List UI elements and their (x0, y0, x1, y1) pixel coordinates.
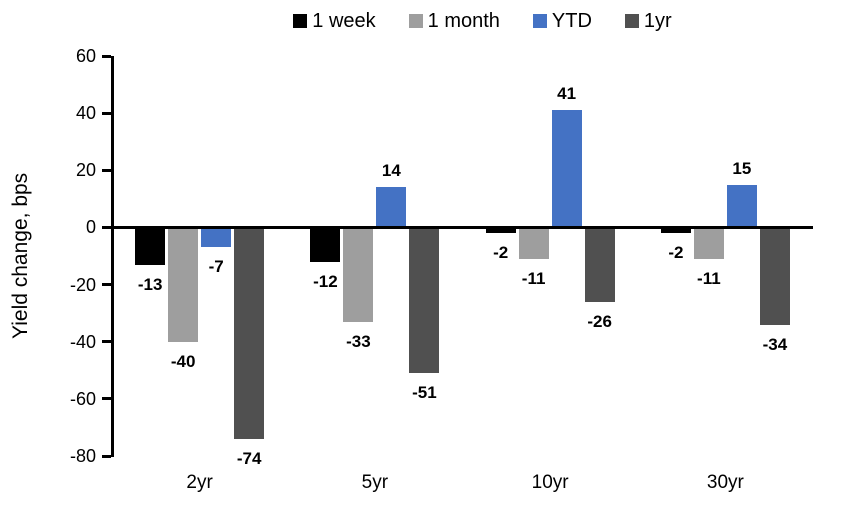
zero-baseline (111, 226, 813, 229)
y-tick-label: -80 (69, 446, 96, 466)
y-tick-label: 40 (75, 103, 96, 124)
legend-label: YTD (551, 9, 592, 32)
value-label-1-month-5yr: -33 (346, 331, 371, 351)
bar-1-week-10yr (485, 227, 516, 234)
bar-ytd-30yr (726, 184, 757, 228)
value-label-1yr-30yr: -34 (762, 334, 788, 354)
bar-1yr-30yr (759, 227, 790, 325)
category-label-2yr: 2yr (186, 472, 213, 493)
legend-label: 1yr (643, 9, 672, 32)
y-tick-mark (102, 454, 111, 458)
y-tick-mark (102, 340, 111, 344)
category-label-10yr: 10yr (531, 472, 569, 493)
category-label-5yr: 5yr (361, 472, 389, 493)
legend-item-1-week: 1 week (293, 9, 376, 33)
bar-1-week-5yr (310, 227, 341, 262)
bar-1-month-30yr (693, 227, 724, 259)
bar-1-month-5yr (343, 227, 374, 322)
legend-swatch-1yr (624, 14, 639, 28)
bar-1yr-2yr (234, 227, 265, 439)
y-tick-label: -40 (69, 331, 96, 352)
value-label-1yr-2yr: -74 (236, 448, 262, 468)
value-label-ytd-2yr: -7 (208, 257, 224, 277)
y-tick-label: 20 (75, 160, 96, 181)
value-label-1yr-5yr: -51 (412, 383, 437, 403)
category-label-30yr: 30yr (706, 472, 744, 493)
y-tick-mark (102, 111, 111, 115)
y-tick-mark (102, 168, 111, 172)
y-tick-mark (102, 225, 111, 229)
bar-1yr-5yr (409, 227, 440, 374)
y-axis-line (111, 56, 114, 457)
bar-ytd-5yr (376, 187, 407, 228)
legend-swatch-1-week (293, 14, 308, 28)
bar-ytd-10yr (551, 110, 582, 228)
y-tick-label: -60 (69, 388, 96, 409)
y-tick-mark (102, 397, 111, 401)
legend-label: 1 month (427, 9, 500, 32)
bar-1-week-2yr (135, 227, 166, 265)
value-label-1-week-5yr: -12 (313, 271, 338, 291)
value-label-1-week-2yr: -13 (137, 274, 163, 294)
legend-swatch-ytd (532, 14, 547, 28)
y-tick-label: 0 (85, 217, 96, 238)
value-label-ytd-10yr: 41 (557, 84, 577, 104)
legend-label: 1 week (312, 9, 376, 32)
bar-ytd-2yr (201, 227, 232, 248)
value-label-1yr-10yr: -26 (587, 311, 612, 331)
y-tick-label: 60 (75, 46, 96, 66)
legend-item-ytd: YTD (532, 9, 592, 33)
bar-1yr-10yr (584, 227, 615, 302)
bar-1-week-30yr (660, 227, 691, 234)
legend-item-1-month: 1 month (408, 9, 500, 33)
y-tick-mark (102, 283, 111, 287)
value-label-ytd-5yr: 14 (381, 161, 401, 181)
value-label-1-month-30yr: -11 (697, 268, 721, 288)
y-tick-mark (102, 54, 111, 58)
value-label-ytd-30yr: 15 (732, 158, 752, 178)
value-label-1-week-10yr: -2 (493, 243, 509, 263)
value-label-1-week-30yr: -2 (668, 243, 684, 263)
bar-1-month-2yr (168, 227, 199, 342)
legend-swatch-1-month (408, 14, 423, 28)
y-tick-label: -20 (69, 274, 96, 295)
legend: 1 week 1 month YTD 1yr (112, 6, 813, 36)
value-label-1-month-2yr: -40 (170, 351, 196, 371)
value-label-1-month-10yr: -11 (521, 268, 546, 288)
bar-1-month-10yr (518, 227, 549, 259)
legend-item-1yr: 1yr (624, 9, 672, 33)
